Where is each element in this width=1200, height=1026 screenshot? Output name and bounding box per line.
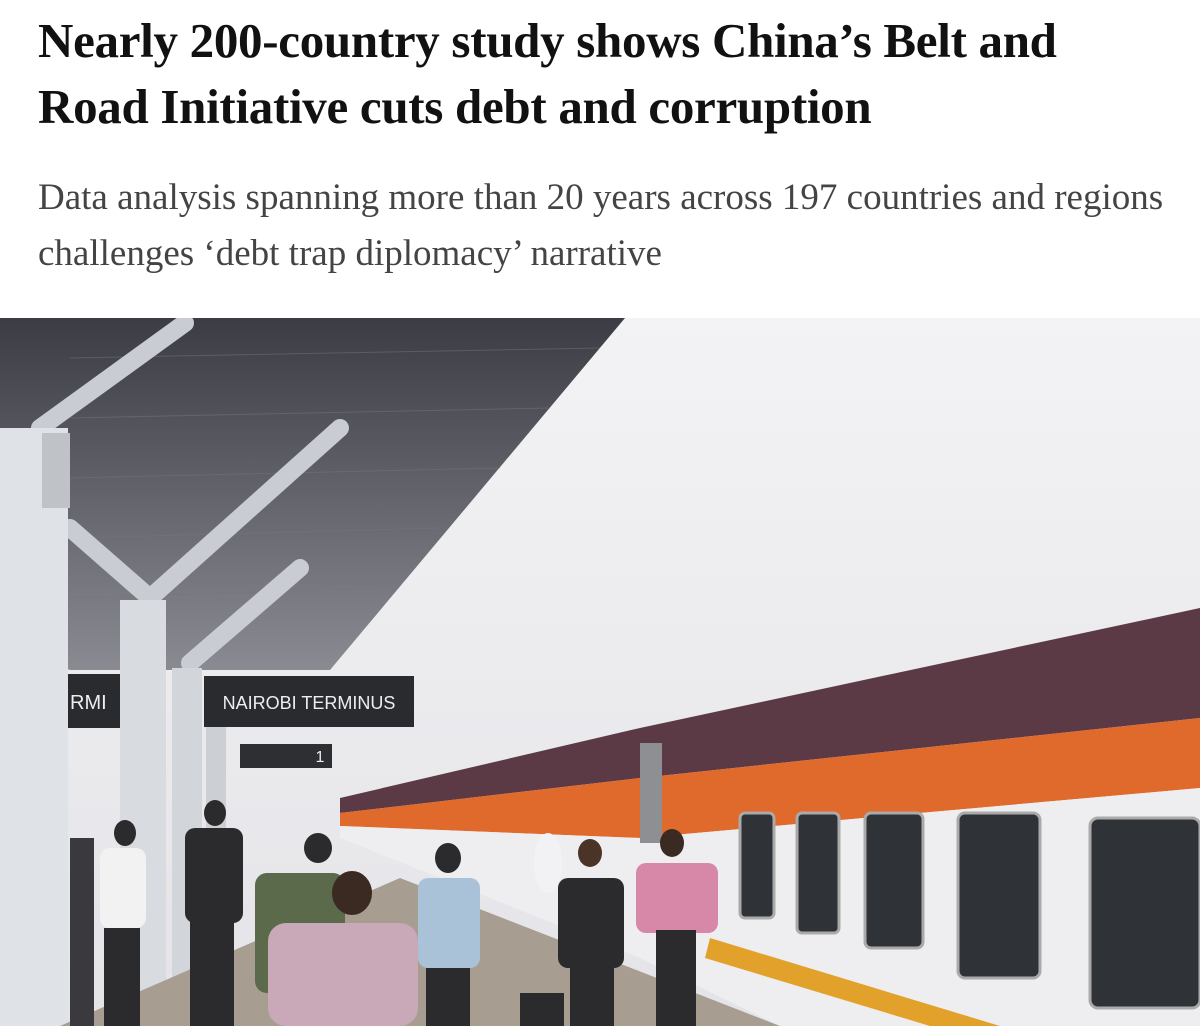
sign-text: 1 <box>316 749 325 766</box>
headline: Nearly 200-country study shows China’s B… <box>38 13 1057 134</box>
sign-text: RMI <box>70 692 107 714</box>
sign-text: NAIROBI TERMINUS <box>223 693 396 713</box>
subheadline: Data analysis spanning more than 20 year… <box>38 177 1164 274</box>
photo: RMI NAIROBI TERMINUS 1 <box>0 318 1200 1026</box>
